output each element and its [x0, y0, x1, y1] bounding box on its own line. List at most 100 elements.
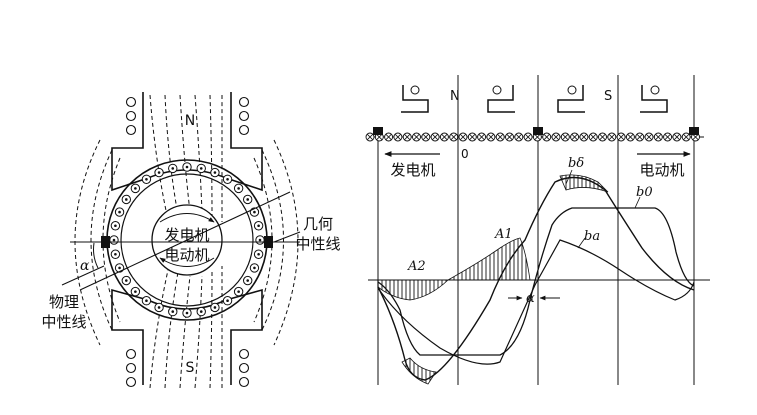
armature-conductor — [182, 308, 192, 318]
strip-conductor — [570, 132, 580, 142]
strip-conductor — [458, 132, 468, 142]
curve-b0 — [377, 207, 695, 356]
alpha-label-right: α — [526, 291, 535, 306]
armature-conductor — [121, 275, 132, 286]
pole-coils — [410, 85, 660, 95]
strip-conductor — [439, 132, 449, 142]
armature-conductor — [210, 302, 220, 313]
ba-label: ba — [584, 229, 600, 244]
strip-conductor — [672, 132, 682, 142]
motor-label: 电动机 — [639, 161, 684, 179]
armature-conductor — [222, 295, 233, 306]
strip-conductor — [663, 132, 673, 142]
leader-b0 — [634, 196, 641, 209]
strip-conductor — [430, 132, 440, 142]
strip-conductor — [421, 132, 431, 142]
strip-conductor — [495, 132, 505, 142]
geometric-neutral-label-1: 几何 — [303, 215, 333, 233]
geometric-leader — [273, 231, 301, 243]
strip-conductor — [402, 132, 412, 142]
armature-inner — [120, 173, 254, 307]
armature-conductor — [249, 207, 260, 217]
strip-conductor — [449, 132, 459, 142]
armature-conductor — [130, 286, 141, 297]
armature-conductor — [121, 194, 132, 205]
armature-conductor — [222, 174, 233, 185]
armature-conductor — [114, 263, 125, 273]
armature-conductor — [210, 167, 220, 178]
flux-distribution-diagram: N S 0 发电机 电动机 bδ — [365, 75, 710, 385]
armature-conductor — [242, 275, 253, 286]
armature-conductor — [168, 306, 178, 317]
armature-conductor — [253, 221, 264, 231]
strip-conductor — [560, 132, 570, 142]
alpha-arc — [93, 242, 99, 269]
strip-brush-3 — [689, 127, 699, 135]
physical-neutral-label-2: 中性线 — [41, 313, 86, 331]
armature-conductor — [109, 235, 119, 245]
physical-neutral-label-1: 物理 — [49, 293, 79, 311]
strip-conductor — [588, 132, 598, 142]
field-coils — [125, 96, 250, 388]
strip-conductor — [412, 132, 421, 142]
armature-conductor — [253, 249, 264, 259]
south-pole-label: S — [186, 360, 195, 376]
strip-conductor — [384, 132, 394, 142]
strip-conductor — [644, 132, 654, 142]
b0-label: b0 — [636, 185, 653, 200]
vertical-guides — [377, 75, 695, 385]
area-a1 — [446, 237, 531, 281]
armature-conductor — [249, 263, 260, 273]
strip-conductor — [365, 132, 375, 142]
pole-s-label: S — [604, 89, 612, 104]
a2-label: A2 — [407, 259, 426, 274]
area-peak-top — [559, 174, 609, 193]
leader-ba — [577, 237, 586, 249]
armature-conductor — [130, 183, 141, 194]
armature-conductor — [110, 221, 121, 231]
curve-bdelta — [377, 176, 695, 381]
strip-brush-2 — [533, 127, 543, 135]
armature-conductor — [154, 167, 164, 178]
area-peak-bottom — [401, 357, 437, 385]
strip-conductor — [486, 132, 496, 142]
armature-conductor — [233, 183, 244, 194]
armature-conductor — [196, 306, 206, 317]
strip-conductor — [551, 132, 561, 142]
armature-conductor — [110, 249, 121, 259]
origin-label: 0 — [461, 147, 469, 161]
strip-conductor — [635, 132, 645, 142]
curve-ba — [377, 239, 695, 365]
strip-conductor — [477, 132, 487, 142]
armature-conductor — [168, 163, 178, 174]
armature-conductor — [154, 302, 164, 313]
north-pole-body — [111, 92, 263, 192]
physical-leader — [61, 265, 105, 286]
armature-conductor — [182, 162, 192, 172]
north-pole-label: N — [185, 113, 195, 129]
strip-conductor — [616, 132, 626, 142]
strip-brush-1 — [373, 127, 383, 135]
strip-conductor — [607, 132, 617, 142]
generator-label: 发电机 — [390, 161, 435, 179]
strip-conductor — [653, 132, 663, 142]
strip-conductor — [393, 132, 403, 142]
bdelta-label: bδ — [568, 156, 584, 171]
armature-conductor — [141, 174, 152, 185]
geometric-neutral-label-2: 中性线 — [295, 235, 340, 253]
pole-n-label: N — [450, 89, 460, 104]
leader-bdelta — [565, 169, 573, 185]
center-label-motor: 电动机 — [164, 246, 209, 264]
strip-conductor — [598, 132, 607, 142]
strip-conductor — [505, 132, 514, 142]
strip-conductor — [467, 132, 477, 142]
center-label-generator: 发电机 — [164, 226, 209, 244]
strip-conductor — [514, 132, 524, 142]
machine-cross-section: N S 发电机 电动机 几何 中性线 物理 中性线 α — [41, 92, 341, 389]
strip-conductor — [542, 132, 552, 142]
strip-conductor — [625, 132, 635, 142]
a1-label: A1 — [494, 227, 513, 242]
armature-conductor — [255, 235, 265, 245]
strip-conductors — [365, 132, 700, 142]
